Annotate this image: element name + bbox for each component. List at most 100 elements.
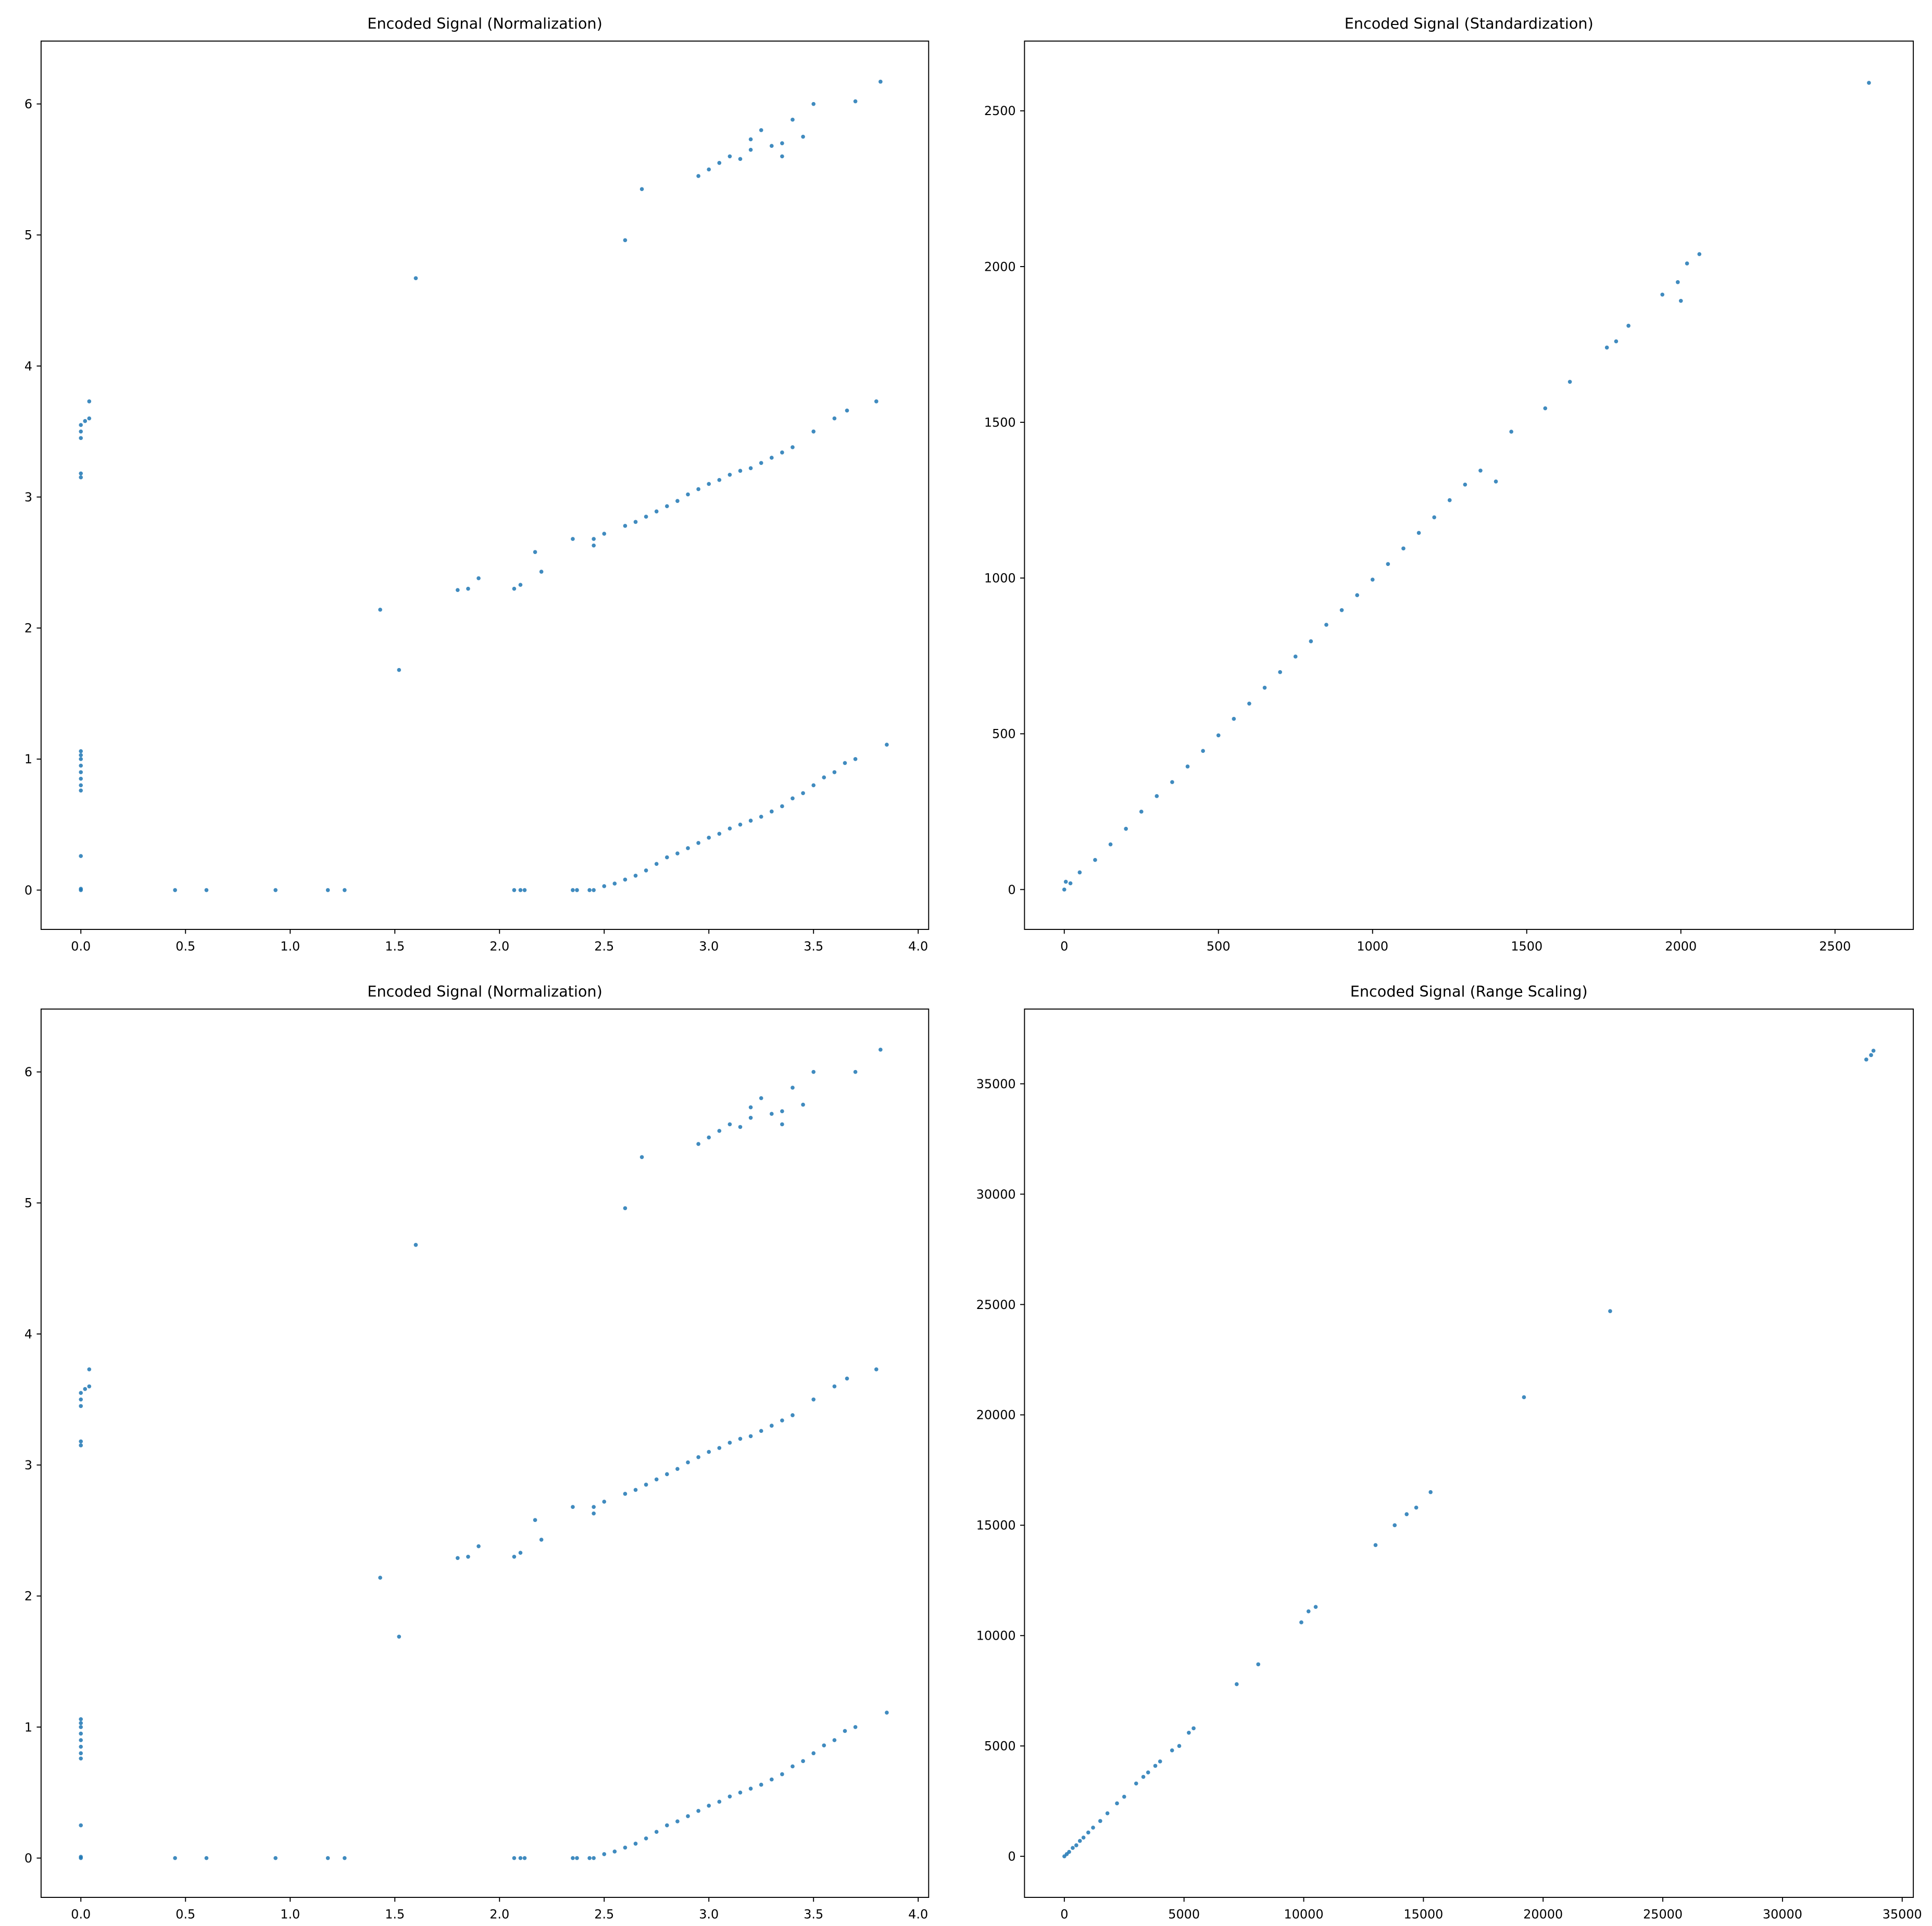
point	[633, 1842, 638, 1846]
point	[83, 419, 87, 423]
point	[811, 783, 816, 788]
point	[378, 1576, 382, 1580]
point	[874, 1367, 879, 1371]
y-tick-label: 10000	[976, 1629, 1016, 1643]
point	[87, 399, 92, 404]
point	[1247, 701, 1251, 706]
point	[654, 1830, 659, 1834]
point	[602, 1852, 607, 1856]
point	[717, 161, 722, 165]
point	[79, 753, 83, 758]
point	[79, 1443, 83, 1447]
x-tick-label: 2000	[1665, 939, 1697, 954]
point	[780, 1772, 784, 1777]
point	[696, 487, 700, 492]
point	[769, 1777, 774, 1782]
y-tick-label: 6	[24, 97, 32, 111]
y-tick-label: 1000	[984, 571, 1016, 586]
point	[512, 888, 517, 892]
point	[592, 543, 596, 548]
point	[1153, 1764, 1158, 1768]
y-tick-label: 4	[24, 1327, 32, 1341]
point	[79, 1717, 83, 1721]
y-tick-label: 5	[24, 228, 32, 243]
point	[759, 128, 763, 132]
point	[759, 1096, 763, 1100]
point	[644, 868, 648, 873]
point	[748, 1105, 753, 1110]
point	[1685, 261, 1689, 266]
axes-frame	[1024, 1008, 1914, 1898]
x-tick-label: 3.5	[804, 1907, 823, 1922]
point	[1604, 345, 1609, 350]
x-tick-label: 0.0	[71, 939, 91, 954]
point	[1155, 794, 1159, 798]
point	[1567, 380, 1572, 384]
point	[791, 1413, 795, 1417]
point	[1139, 810, 1144, 814]
point	[612, 1849, 617, 1854]
point	[79, 749, 83, 753]
point	[675, 851, 680, 855]
point	[1864, 1058, 1868, 1062]
x-tick-label: 0.0	[71, 1907, 91, 1922]
x-tick-label: 20000	[1523, 1907, 1563, 1922]
point	[79, 1744, 83, 1749]
point	[1309, 639, 1313, 644]
point	[79, 1855, 83, 1859]
point	[1098, 1819, 1102, 1823]
y-tick-label: 3	[24, 490, 32, 505]
point	[664, 504, 669, 509]
point	[602, 532, 607, 536]
point	[623, 1492, 628, 1496]
x-tick-label: 0	[1060, 1907, 1068, 1922]
point	[79, 757, 83, 761]
point	[413, 276, 418, 281]
point	[717, 1446, 722, 1450]
point	[204, 888, 209, 892]
y-tick-label: 30000	[976, 1187, 1016, 1202]
point	[727, 826, 732, 831]
point	[1134, 1781, 1138, 1786]
point	[1432, 515, 1436, 520]
x-tick-label: 3.5	[804, 939, 823, 954]
point	[885, 742, 889, 747]
point	[696, 1809, 700, 1813]
point	[748, 466, 753, 471]
point	[853, 1069, 858, 1074]
point	[587, 1856, 592, 1860]
point	[512, 586, 517, 591]
y-tick-label: 4	[24, 359, 32, 373]
point	[79, 887, 83, 891]
point	[832, 1384, 837, 1389]
point	[575, 888, 579, 892]
point	[1086, 1830, 1090, 1835]
point	[707, 167, 711, 172]
point	[1392, 1523, 1397, 1528]
point	[664, 855, 669, 860]
y-tick-label: 500	[992, 727, 1016, 741]
point	[644, 1836, 648, 1841]
point	[1105, 1811, 1110, 1816]
point	[885, 1710, 889, 1715]
x-tick-label: 1.0	[280, 1907, 300, 1922]
point	[1509, 430, 1513, 434]
point	[1697, 252, 1702, 256]
point	[456, 1556, 460, 1560]
chart-title: Encoded Signal (Normalization)	[367, 983, 602, 1000]
point	[654, 1477, 659, 1482]
point	[717, 1799, 722, 1804]
point	[1355, 593, 1359, 597]
point	[780, 1109, 784, 1114]
x-tick-label: 4.0	[908, 939, 928, 954]
point	[675, 499, 680, 503]
point	[1313, 1605, 1318, 1609]
y-tick-label: 5	[24, 1196, 32, 1211]
point	[79, 1439, 83, 1444]
point	[79, 770, 83, 774]
point	[533, 1518, 537, 1522]
point	[397, 1634, 402, 1639]
point	[571, 1856, 575, 1860]
point	[769, 1112, 774, 1116]
axes-frame	[40, 1008, 930, 1898]
